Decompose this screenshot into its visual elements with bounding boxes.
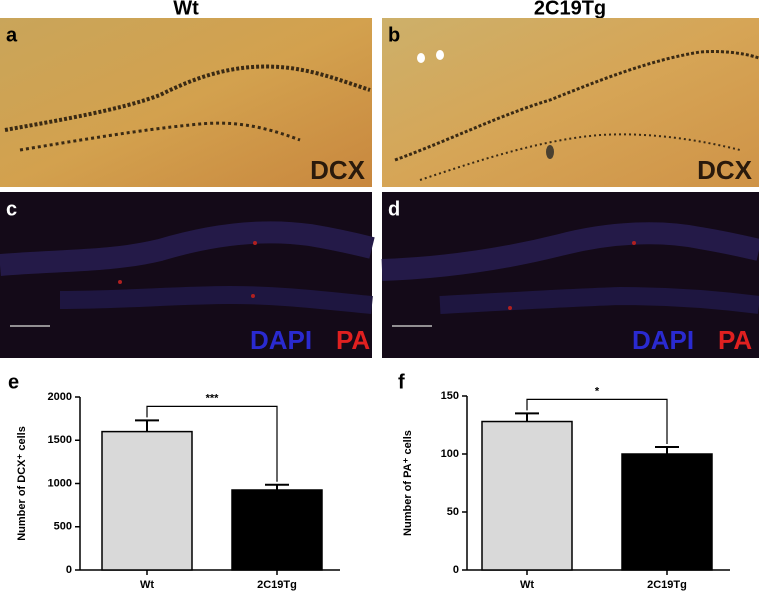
y-tick-label: 1500 <box>48 434 72 446</box>
y-tick-label: 0 <box>453 564 459 576</box>
image-panel: a DCX <box>0 18 372 187</box>
bar <box>621 453 713 571</box>
panel-label: a <box>6 24 18 46</box>
stain-label: DCX <box>697 155 753 185</box>
y-tick-label: 2000 <box>48 391 72 403</box>
stain-label: DAPI <box>632 325 694 355</box>
panel-label: e <box>8 371 19 393</box>
x-tick-label: Wt <box>140 579 154 591</box>
column-header: Wt <box>173 0 199 19</box>
y-tick-label: 500 <box>54 521 72 533</box>
stain-label: PA <box>718 325 752 355</box>
y-axis-label: Number of PA⁺ cells <box>402 430 414 536</box>
y-axis-label: Number of DCX⁺ cells <box>16 426 28 541</box>
error-bar <box>135 419 159 432</box>
error-bar <box>655 446 679 454</box>
x-tick-label: Wt <box>520 579 534 591</box>
x-tick-label: 2C19Tg <box>257 579 297 591</box>
panel-label: c <box>6 198 17 220</box>
stain-label: DAPI <box>250 325 312 355</box>
significance-bracket <box>526 398 668 445</box>
significance-bracket <box>146 405 278 482</box>
bar <box>481 420 573 571</box>
y-tick-label: 50 <box>447 506 459 518</box>
panel-label: d <box>388 198 400 220</box>
panel-label: f <box>398 371 405 393</box>
significance-label: *** <box>206 392 220 404</box>
bar <box>231 489 323 571</box>
image-panel: c DAPI PA <box>0 192 375 358</box>
error-bar <box>515 412 539 422</box>
stain-label: DCX <box>310 155 366 185</box>
y-tick-label: 0 <box>66 564 72 576</box>
y-tick-label: 1000 <box>48 477 72 489</box>
stain-label: PA <box>336 325 370 355</box>
image-panel: d DAPI PA <box>381 192 759 358</box>
bar <box>101 430 193 571</box>
image-panel: b DCX <box>382 18 759 187</box>
y-tick-label: 150 <box>441 390 459 402</box>
column-header: 2C19Tg <box>534 0 606 19</box>
y-tick-label: 100 <box>441 448 459 460</box>
panel-label: b <box>388 24 400 46</box>
error-bar <box>265 483 289 490</box>
significance-label: * <box>595 385 600 397</box>
x-tick-label: 2C19Tg <box>647 579 687 591</box>
